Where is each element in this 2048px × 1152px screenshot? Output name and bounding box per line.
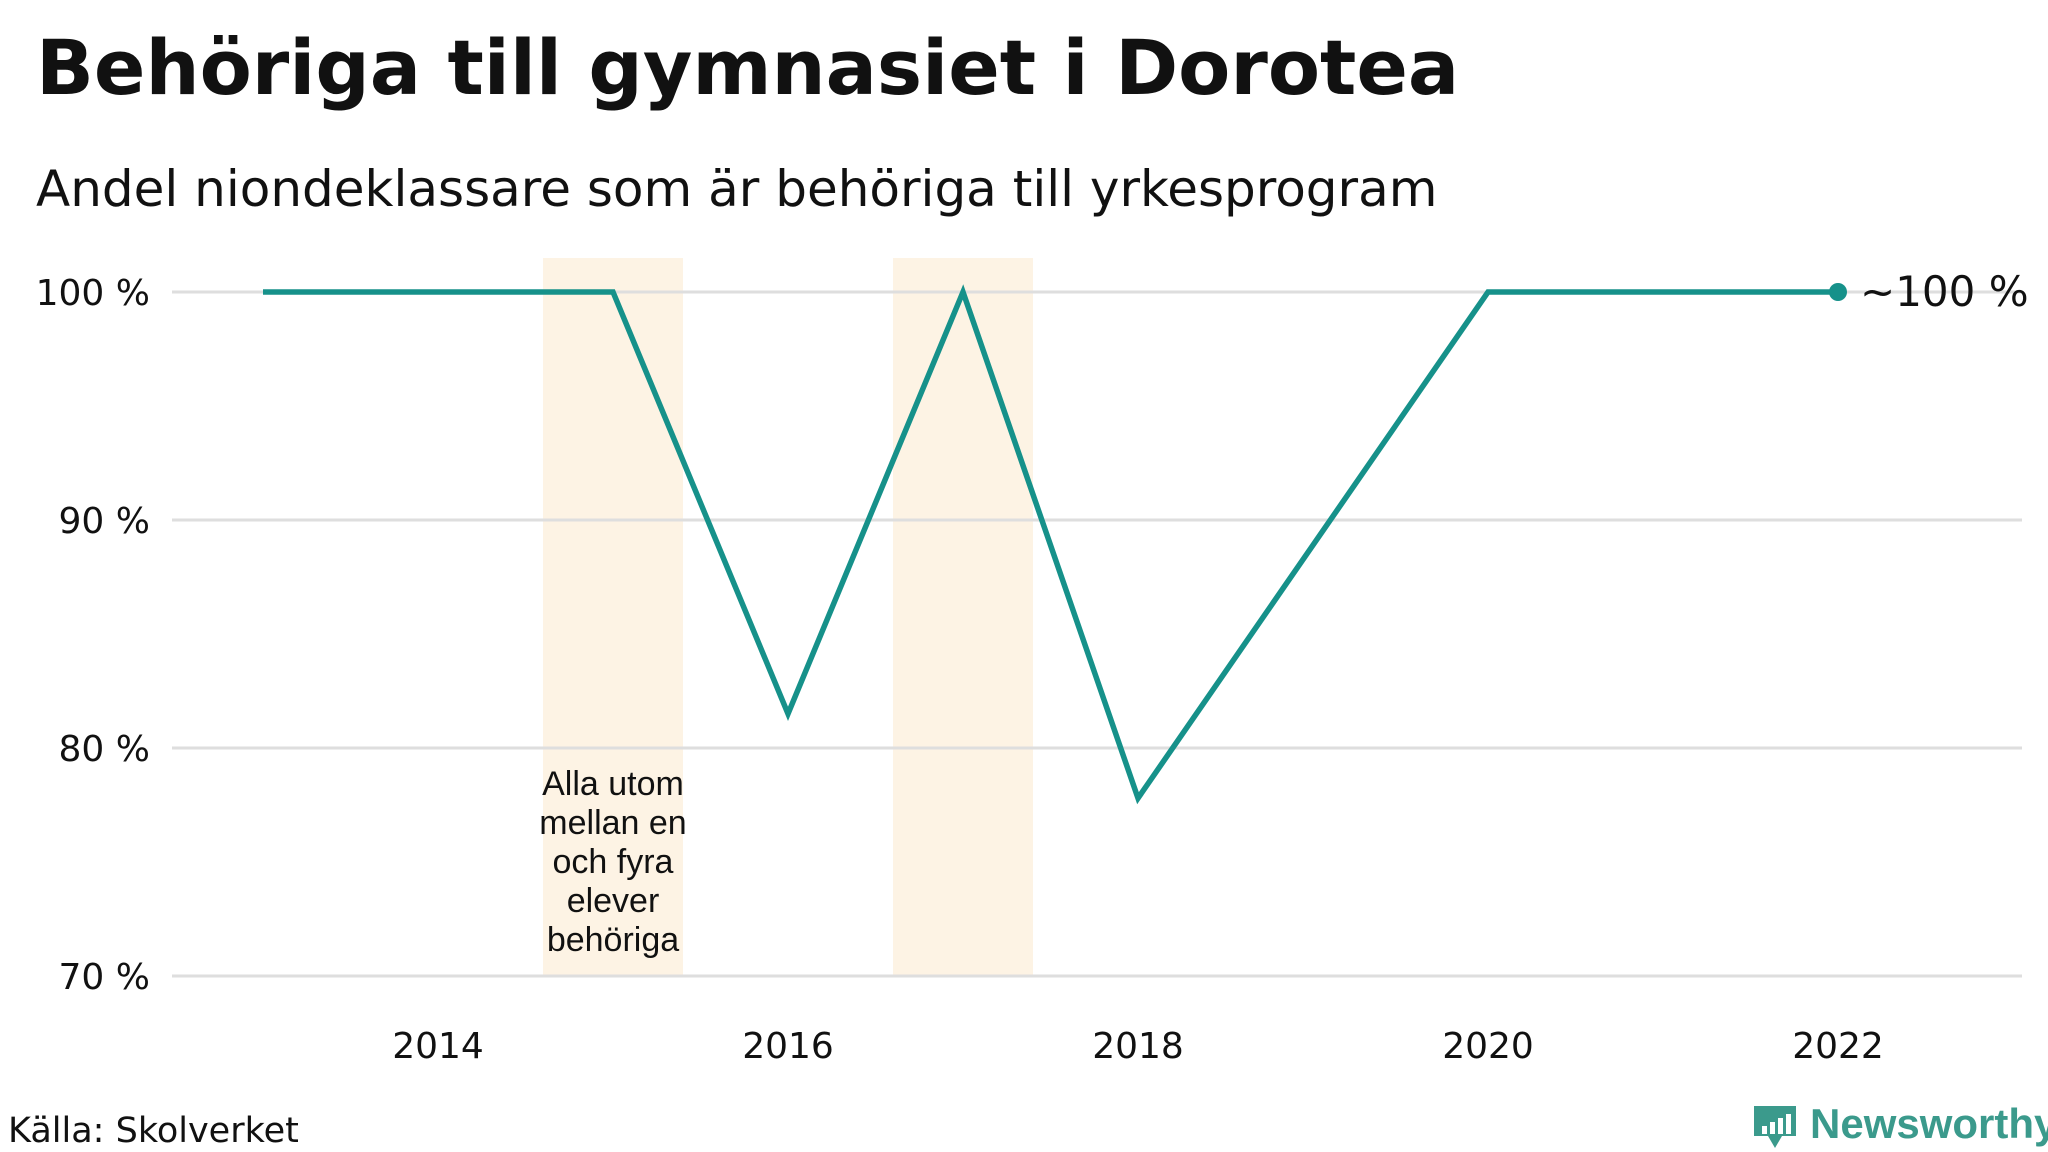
highlight-bands bbox=[543, 258, 1033, 976]
y-tick-label: 90 % bbox=[59, 501, 150, 542]
x-tick-label: 2018 bbox=[1092, 1026, 1184, 1067]
y-tick-label: 80 % bbox=[59, 729, 150, 770]
y-tick-label: 70 % bbox=[59, 957, 150, 998]
brand-logo: Newsworthy bbox=[1754, 1100, 2048, 1148]
x-tick-label: 2016 bbox=[742, 1026, 834, 1067]
highlight-annotation-line: mellan en bbox=[539, 804, 686, 842]
series-line-1 bbox=[263, 284, 1838, 805]
bar-chart-icon bbox=[1754, 1106, 1796, 1148]
y-axis-ticks: 70 % 80 % 90 % 100 % bbox=[36, 273, 150, 998]
highlight-annotation-line: Alla utom bbox=[542, 765, 684, 803]
end-point-marker bbox=[1829, 283, 1847, 301]
highlight-annotation-line: och fyra bbox=[553, 843, 674, 881]
highlight-annotation-line: elever bbox=[567, 882, 660, 920]
chart-subtitle: Andel niondeklassare som är behöriga til… bbox=[36, 160, 1437, 218]
gridlines bbox=[172, 290, 2022, 978]
highlight-band-2 bbox=[893, 258, 1033, 976]
brand-name: Newsworthy bbox=[1810, 1100, 2048, 1147]
x-tick-label: 2020 bbox=[1442, 1026, 1534, 1067]
x-axis-ticks: 2014 2016 2018 2020 2022 bbox=[392, 1026, 1884, 1067]
end-value-label: ~100 % bbox=[1860, 267, 2029, 316]
chart-title: Behöriga till gymnasiet i Dorotea bbox=[36, 23, 1459, 112]
highlight-annotation-line: behöriga bbox=[547, 921, 679, 959]
x-tick-label: 2014 bbox=[392, 1026, 484, 1067]
highlight-band-1 bbox=[543, 258, 683, 976]
x-tick-label: 2022 bbox=[1792, 1026, 1884, 1067]
y-tick-label: 100 % bbox=[36, 273, 150, 314]
source-note: Källa: Skolverket bbox=[8, 1111, 299, 1151]
series-layer bbox=[263, 283, 1847, 805]
